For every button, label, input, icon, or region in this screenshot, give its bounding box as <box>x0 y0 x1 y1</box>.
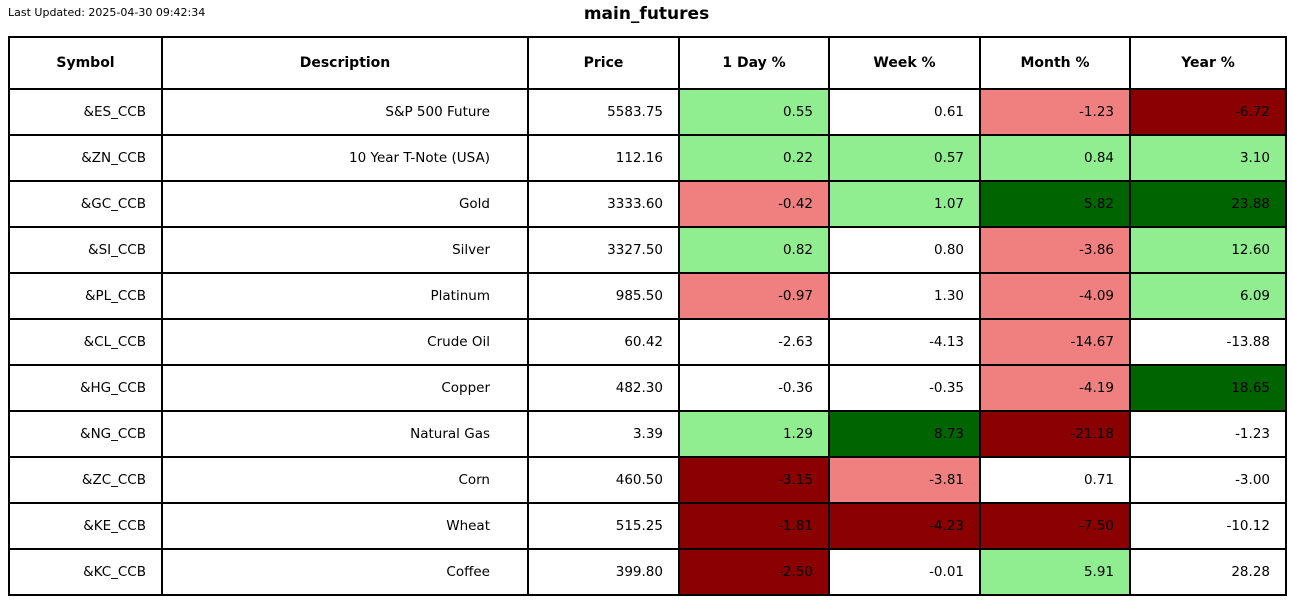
symbol-cell: &PL_CCB <box>8 272 163 320</box>
year-pct-cell: -3.00 <box>1129 456 1287 504</box>
month-pct-cell: -7.50 <box>979 502 1131 550</box>
week-pct-cell: 1.30 <box>828 272 981 320</box>
year-pct-cell: 12.60 <box>1129 226 1287 274</box>
description-cell: Silver <box>161 226 529 274</box>
symbol-cell: &ZN_CCB <box>8 134 163 182</box>
week-pct-cell: 0.80 <box>828 226 981 274</box>
price-cell: 3333.60 <box>527 180 680 228</box>
price-cell: 482.30 <box>527 364 680 412</box>
description-cell: 10 Year T-Note (USA) <box>161 134 529 182</box>
futures-table: Symbol Description Price 1 Day % Week % … <box>8 36 1287 596</box>
table-row: &ZC_CCB Corn 460.50 -3.15 -3.81 0.71 -3.00 <box>8 456 1287 504</box>
price-cell: 460.50 <box>527 456 680 504</box>
column-header-week: Week % <box>828 36 981 90</box>
day-pct-cell: 1.29 <box>678 410 830 458</box>
year-pct-cell: 23.88 <box>1129 180 1287 228</box>
price-cell: 3.39 <box>527 410 680 458</box>
description-cell: Copper <box>161 364 529 412</box>
day-pct-cell: -3.15 <box>678 456 830 504</box>
week-pct-cell: 0.57 <box>828 134 981 182</box>
symbol-cell: &SI_CCB <box>8 226 163 274</box>
table-row: &CL_CCB Crude Oil 60.42 -2.63 -4.13 -14.67 -13… <box>8 318 1287 366</box>
day-pct-cell: -1.81 <box>678 502 830 550</box>
table-row: &SI_CCB Silver 3327.50 0.82 0.80 -3.86 12.60 <box>8 226 1287 274</box>
week-pct-cell: -3.81 <box>828 456 981 504</box>
year-pct-cell: -6.72 <box>1129 88 1287 136</box>
day-pct-cell: 0.55 <box>678 88 830 136</box>
day-pct-cell: -0.97 <box>678 272 830 320</box>
description-cell: Corn <box>161 456 529 504</box>
day-pct-cell: 0.22 <box>678 134 830 182</box>
day-pct-cell: -2.63 <box>678 318 830 366</box>
month-pct-cell: 0.71 <box>979 456 1131 504</box>
month-pct-cell: 5.82 <box>979 180 1131 228</box>
month-pct-cell: -3.86 <box>979 226 1131 274</box>
description-cell: S&P 500 Future <box>161 88 529 136</box>
symbol-cell: &KC_CCB <box>8 548 163 596</box>
table-row: &NG_CCB Natural Gas 3.39 1.29 8.73 -21.18 -1.2… <box>8 410 1287 458</box>
column-header-year: Year % <box>1129 36 1287 90</box>
header-row: Symbol Description Price 1 Day % Week % … <box>8 36 1287 90</box>
month-pct-cell: -4.09 <box>979 272 1131 320</box>
table-row: &ES_CCB S&P 500 Future 5583.75 0.55 0.61 -1.2… <box>8 88 1287 136</box>
week-pct-cell: -0.01 <box>828 548 981 596</box>
column-header-description: Description <box>161 36 529 90</box>
week-pct-cell: -4.23 <box>828 502 981 550</box>
week-pct-cell: -4.13 <box>828 318 981 366</box>
symbol-cell: &NG_CCB <box>8 410 163 458</box>
month-pct-cell: -14.67 <box>979 318 1131 366</box>
table-row: &KC_CCB Coffee 399.80 -2.50 -0.01 5.91 28.28 <box>8 548 1287 596</box>
table-row: &HG_CCB Copper 482.30 -0.36 -0.35 -4.19 18.65 <box>8 364 1287 412</box>
description-cell: Crude Oil <box>161 318 529 366</box>
week-pct-cell: 1.07 <box>828 180 981 228</box>
day-pct-cell: -0.36 <box>678 364 830 412</box>
description-cell: Platinum <box>161 272 529 320</box>
week-pct-cell: -0.35 <box>828 364 981 412</box>
price-cell: 112.16 <box>527 134 680 182</box>
day-pct-cell: -2.50 <box>678 548 830 596</box>
symbol-cell: &KE_CCB <box>8 502 163 550</box>
description-cell: Wheat <box>161 502 529 550</box>
price-cell: 985.50 <box>527 272 680 320</box>
month-pct-cell: 0.84 <box>979 134 1131 182</box>
month-pct-cell: -4.19 <box>979 364 1131 412</box>
column-header-1day: 1 Day % <box>678 36 830 90</box>
price-cell: 60.42 <box>527 318 680 366</box>
year-pct-cell: 3.10 <box>1129 134 1287 182</box>
year-pct-cell: 28.28 <box>1129 548 1287 596</box>
week-pct-cell: 0.61 <box>828 88 981 136</box>
year-pct-cell: 18.65 <box>1129 364 1287 412</box>
year-pct-cell: -1.23 <box>1129 410 1287 458</box>
week-pct-cell: 8.73 <box>828 410 981 458</box>
price-cell: 5583.75 <box>527 88 680 136</box>
column-header-price: Price <box>527 36 680 90</box>
symbol-cell: &ZC_CCB <box>8 456 163 504</box>
price-cell: 399.80 <box>527 548 680 596</box>
month-pct-cell: 5.91 <box>979 548 1131 596</box>
year-pct-cell: -10.12 <box>1129 502 1287 550</box>
description-cell: Gold <box>161 180 529 228</box>
column-header-month: Month % <box>979 36 1131 90</box>
symbol-cell: &HG_CCB <box>8 364 163 412</box>
table-row: &ZN_CCB 10 Year T-Note (USA) 112.16 0.22 0.5… <box>8 134 1287 182</box>
description-cell: Natural Gas <box>161 410 529 458</box>
month-pct-cell: -1.23 <box>979 88 1131 136</box>
table-row: &KE_CCB Wheat 515.25 -1.81 -4.23 -7.50 -10.12 <box>8 502 1287 550</box>
day-pct-cell: -0.42 <box>678 180 830 228</box>
price-cell: 3327.50 <box>527 226 680 274</box>
last-updated-timestamp: Last Updated: 2025-04-30 09:42:34 <box>8 6 206 19</box>
symbol-cell: &CL_CCB <box>8 318 163 366</box>
month-pct-cell: -21.18 <box>979 410 1131 458</box>
year-pct-cell: -13.88 <box>1129 318 1287 366</box>
description-cell: Coffee <box>161 548 529 596</box>
symbol-cell: &ES_CCB <box>8 88 163 136</box>
price-cell: 515.25 <box>527 502 680 550</box>
symbol-cell: &GC_CCB <box>8 180 163 228</box>
table-row: &PL_CCB Platinum 985.50 -0.97 1.30 -4.09 6.09 <box>8 272 1287 320</box>
page-title: main_futures <box>583 4 710 24</box>
year-pct-cell: 6.09 <box>1129 272 1287 320</box>
day-pct-cell: 0.82 <box>678 226 830 274</box>
table-row: &GC_CCB Gold 3333.60 -0.42 1.07 5.82 23.88 <box>8 180 1287 228</box>
column-header-symbol: Symbol <box>8 36 163 90</box>
